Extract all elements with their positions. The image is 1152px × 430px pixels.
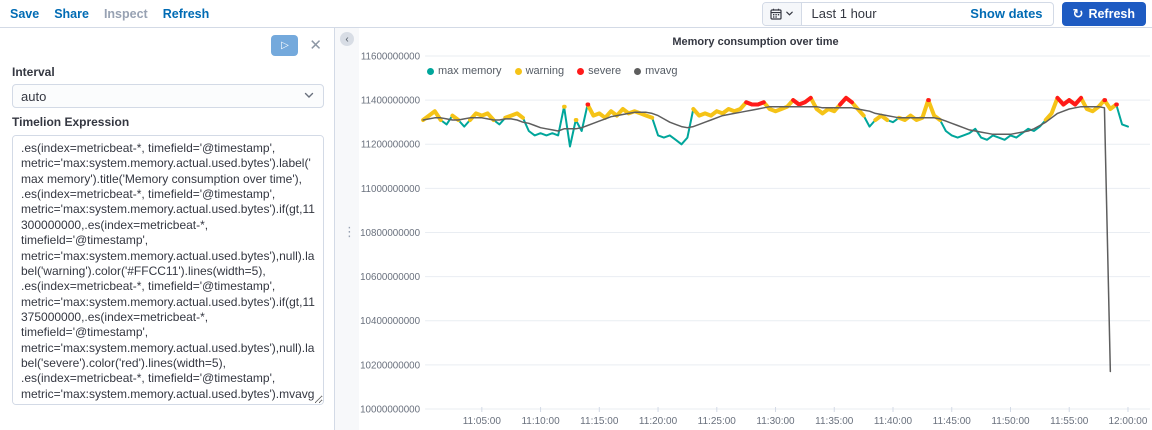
- svg-text:11:50:00: 11:50:00: [991, 416, 1030, 427]
- interval-value: auto: [21, 88, 47, 104]
- legend-label: warning: [525, 65, 565, 77]
- svg-text:11:05:00: 11:05:00: [463, 416, 502, 427]
- chart-title: Memory consumption over time: [672, 36, 839, 48]
- time-picker: Last 1 hour Show dates: [761, 1, 1054, 26]
- timelion-editor-panel: ▷ ✕ Interval auto Timelion Expression .e…: [0, 28, 335, 430]
- time-range-value[interactable]: Last 1 hour: [811, 6, 877, 21]
- svg-text:10400000000: 10400000000: [360, 316, 421, 327]
- interval-select[interactable]: auto: [12, 84, 324, 108]
- refresh-icon: ↻: [1072, 6, 1084, 21]
- svg-text:11:20:00: 11:20:00: [639, 416, 678, 427]
- apply-expression-button[interactable]: ▷: [271, 34, 299, 56]
- legend-label: severe: [588, 65, 622, 77]
- legend-dot: [634, 67, 642, 75]
- refresh-button-label: Refresh: [1088, 6, 1135, 21]
- legend-dot: [514, 67, 522, 75]
- svg-text:11000000000: 11000000000: [361, 184, 421, 195]
- inspect-button: Inspect: [103, 6, 148, 21]
- svg-text:11:55:00: 11:55:00: [1050, 416, 1089, 427]
- legend-dot: [427, 67, 434, 75]
- svg-text:11:25:00: 11:25:00: [698, 416, 737, 427]
- editor-toolbar: ▷ ✕: [12, 32, 324, 58]
- svg-text:11600000000: 11600000000: [361, 52, 421, 63]
- svg-text:11:10:00: 11:10:00: [521, 416, 560, 427]
- chevron-left-icon: ‹: [345, 33, 349, 45]
- legend-label: max memory: [438, 65, 502, 77]
- svg-text:11:40:00: 11:40:00: [874, 416, 913, 427]
- legend-item-warning: warning: [514, 65, 565, 77]
- collapse-panel-button[interactable]: ‹: [340, 32, 354, 46]
- svg-text:10000000000: 10000000000: [360, 405, 421, 416]
- save-button[interactable]: Save: [10, 6, 40, 21]
- svg-text:10200000000: 10200000000: [360, 360, 421, 371]
- svg-text:11:35:00: 11:35:00: [815, 416, 854, 427]
- svg-text:11:15:00: 11:15:00: [580, 416, 619, 427]
- legend-label: mvavg: [645, 65, 678, 77]
- svg-text:11:30:00: 11:30:00: [756, 416, 795, 427]
- calendar-icon: [769, 8, 782, 20]
- chart-legend: max memory warning severe mvavg: [427, 65, 678, 77]
- refresh-button[interactable]: ↻ Refresh: [1061, 1, 1146, 26]
- legend-item-mvavg: mvavg: [634, 65, 678, 77]
- chevron-down-icon: [785, 9, 794, 18]
- legend-dot: [577, 67, 585, 75]
- visualization-panel: Memory consumption over time max memory …: [359, 28, 1152, 430]
- top-menu-bar: Save Share Inspect Refresh Last 1 hour S…: [0, 0, 1152, 28]
- time-controls: Last 1 hour Show dates ↻ Refresh: [761, 1, 1146, 26]
- svg-text:12:00:00: 12:00:00: [1108, 416, 1147, 427]
- quick-select-button[interactable]: [762, 2, 802, 25]
- svg-text:11:45:00: 11:45:00: [933, 416, 972, 427]
- play-icon: ▷: [281, 39, 289, 51]
- legend-item-max-memory: max memory: [427, 65, 502, 77]
- chevron-down-icon: [303, 89, 315, 104]
- timelion-workspace: ▷ ✕ Interval auto Timelion Expression .e…: [0, 28, 1152, 430]
- expression-label: Timelion Expression: [12, 115, 130, 129]
- share-button[interactable]: Share: [54, 6, 89, 21]
- svg-text:11200000000: 11200000000: [361, 140, 421, 151]
- resize-handle[interactable]: ⋮: [343, 224, 356, 239]
- legend-item-severe: severe: [577, 65, 621, 77]
- panel-resizer-gutter: ‹ ⋮: [335, 28, 359, 430]
- svg-text:11400000000: 11400000000: [361, 96, 421, 107]
- timelion-expression-input[interactable]: .es(index=metricbeat-*, timefield='@time…: [12, 135, 324, 405]
- refresh-menu-button[interactable]: Refresh: [162, 6, 210, 21]
- interval-label: Interval: [12, 65, 55, 79]
- svg-text:10800000000: 10800000000: [360, 228, 421, 239]
- app-menu: Save Share Inspect Refresh: [10, 7, 209, 21]
- svg-text:10600000000: 10600000000: [360, 272, 421, 283]
- chart-canvas[interactable]: 11600000000 11400000000 11200000000 1100000…: [359, 28, 1152, 430]
- show-dates-button[interactable]: Show dates: [970, 6, 1052, 21]
- close-editor-button[interactable]: ✕: [307, 38, 324, 53]
- close-icon: ✕: [309, 36, 322, 54]
